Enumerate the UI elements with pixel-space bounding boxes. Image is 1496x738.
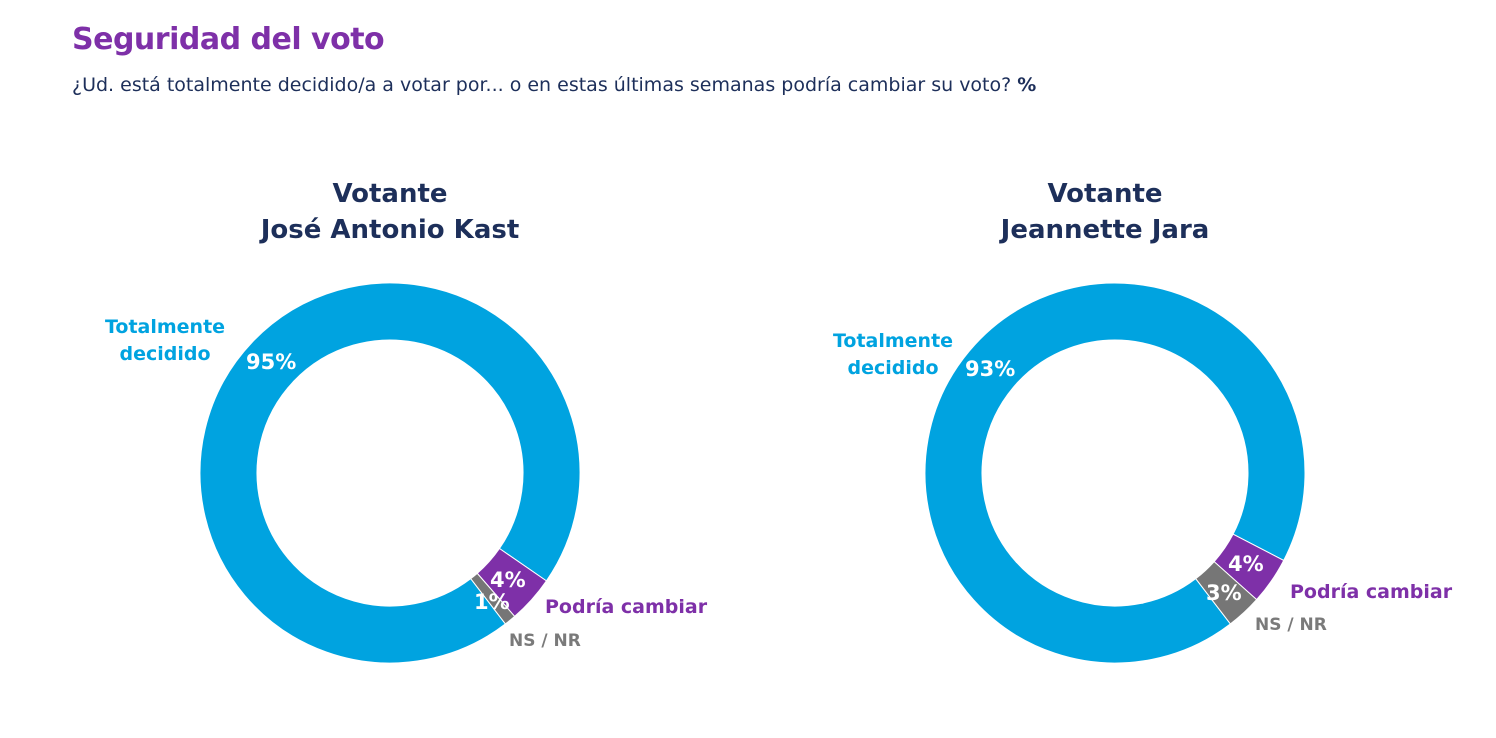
slice-totalmente-decidido	[199, 282, 581, 664]
page-title: Seguridad del voto	[72, 22, 385, 57]
chart-title-line2: Jeannette Jara	[1000, 215, 1210, 245]
page-subtitle: ¿Ud. está totalmente decidido/a a votar …	[72, 74, 1036, 96]
label-totalmente-decidido: Totalmente decidido	[90, 314, 240, 368]
slice-totalmente-decidido	[924, 282, 1306, 664]
slice-ns-nr	[470, 572, 516, 625]
subtitle-text: ¿Ud. está totalmente decidido/a a votar …	[72, 74, 1012, 96]
value-label-nsnr: 1%	[474, 590, 510, 614]
label-line: decidido	[119, 343, 211, 365]
slice-ns-nr	[1195, 560, 1258, 625]
donut-chart-kast	[199, 282, 581, 664]
value-label-podria: 4%	[1228, 552, 1264, 576]
label-ns-nr: NS / NR	[509, 631, 581, 651]
label-totalmente-decidido: Totalmente decidido	[818, 328, 968, 382]
value-label-podria: 4%	[490, 568, 526, 592]
label-podria-cambiar: Podría cambiar	[545, 596, 708, 618]
label-line: Totalmente	[832, 330, 954, 352]
value-label-nsnr: 3%	[1206, 581, 1242, 605]
chart-title-line2: José Antonio Kast	[260, 215, 520, 245]
value-label-decidido: 93%	[965, 357, 1016, 381]
chart-title-jara: Votante Jeannette Jara	[855, 176, 1355, 248]
donut-chart-jara	[924, 282, 1306, 664]
subtitle-unit: %	[1017, 74, 1037, 96]
value-label-decidido: 95%	[246, 350, 297, 374]
label-podria-cambiar: Podría cambiar	[1290, 581, 1453, 603]
label-line: Totalmente	[104, 316, 226, 338]
chart-title-kast: Votante José Antonio Kast	[140, 176, 640, 248]
label-line: decidido	[847, 357, 939, 379]
chart-title-line1: Votante	[332, 179, 448, 209]
chart-title-line1: Votante	[1047, 179, 1163, 209]
label-ns-nr: NS / NR	[1255, 615, 1327, 635]
